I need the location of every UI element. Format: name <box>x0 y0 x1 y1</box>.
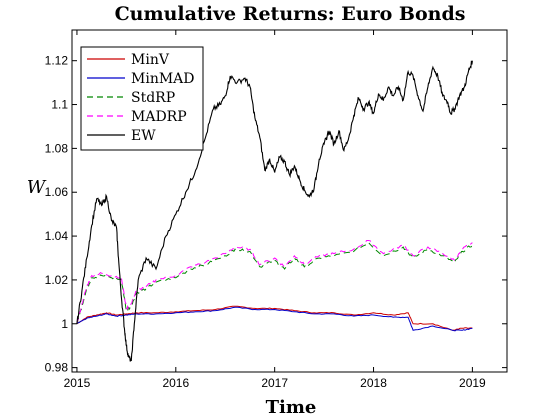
x-axis-label: Time <box>266 397 317 418</box>
y-tick-label: 1.06 <box>45 185 69 199</box>
series-line-madrp <box>76 240 473 324</box>
axis-ticks: 2015 2016 2017 2018 2019 0.98 1 1.02 1.04 1.06 1.0… <box>45 30 507 390</box>
x-tick-label: 2018 <box>360 376 387 390</box>
chart-title: Cumulative Returns: Euro Bonds <box>115 3 466 25</box>
legend: MinV MinMAD StdRP MADRP EW <box>80 46 204 151</box>
x-tick-label: 2019 <box>459 376 486 390</box>
x-tick-label: 2017 <box>261 376 288 390</box>
legend-label-ew: EW <box>131 128 156 144</box>
legend-label-minv: MinV <box>131 52 170 68</box>
series-layer <box>76 60 473 362</box>
plot-area-frame <box>71 29 508 373</box>
y-axis-label: W <box>27 177 47 198</box>
legend-box <box>80 46 204 151</box>
series-line-minmad <box>76 306 473 332</box>
legend-label-stdrp: StdRP <box>131 90 175 106</box>
series-line-stdrp <box>76 241 473 324</box>
series-line-ew <box>76 60 473 362</box>
legend-label-madrp: MADRP <box>131 109 187 125</box>
y-tick-label: 1.1 <box>51 98 68 112</box>
series-line-minv <box>76 305 473 331</box>
y-tick-label: 1.08 <box>45 141 69 155</box>
y-tick-label: 1.12 <box>45 54 69 68</box>
y-tick-label: 1.02 <box>45 273 69 287</box>
y-tick-label: 1.04 <box>45 229 69 243</box>
y-tick-label: 1 <box>61 317 68 331</box>
x-tick-label: 2016 <box>162 376 189 390</box>
x-tick-label: 2015 <box>64 376 91 390</box>
legend-label-minmad: MinMAD <box>131 71 195 87</box>
y-tick-label: 0.98 <box>45 361 69 375</box>
